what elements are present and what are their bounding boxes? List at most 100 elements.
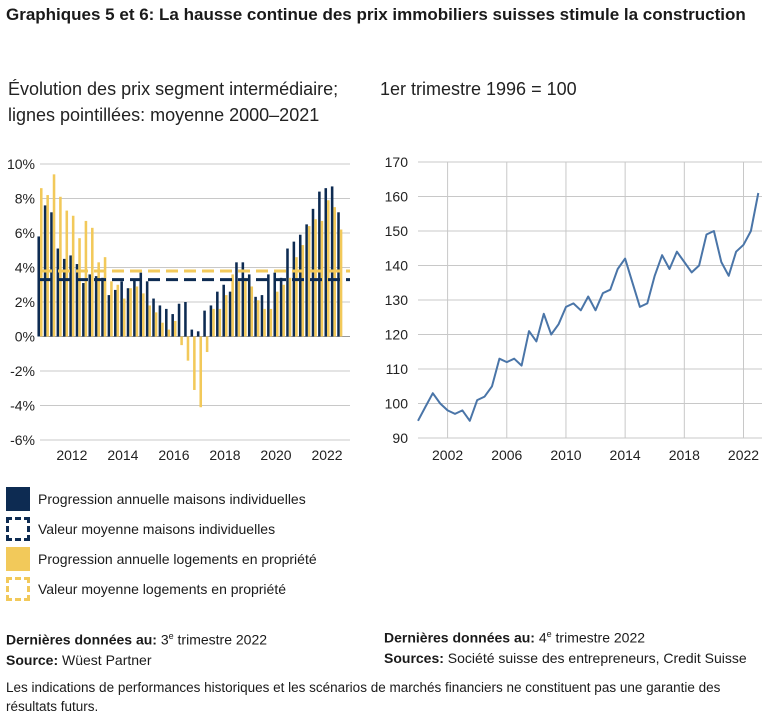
bar-apartments [269,308,273,337]
y-tick-label: 10% [7,156,35,172]
bar-apartments [116,284,120,337]
bar-houses [279,277,283,337]
left-source-heading: Source: [6,651,59,668]
bar-houses [37,236,40,337]
left-last-data-suffix: e [168,631,174,641]
bar-apartments [59,196,62,337]
x-tick-label: 2022 [728,447,759,463]
right-sources-text: Société suisse des entrepreneurs, Credit… [443,649,747,666]
x-tick-label: 2014 [610,447,641,463]
legend-label: Progression annuelle maisons individuell… [38,491,306,507]
right-last-data-line: Dernières données au: 4e trimestre 2022 [384,624,747,648]
bar-apartments [129,288,132,337]
bar-houses [216,291,219,337]
right-last-data-period: trimestre 2022 [551,629,646,646]
y-tick-label: 130 [385,292,409,308]
bar-houses [254,296,257,337]
bar-houses [101,277,104,337]
subtitle-left-line-2: lignes pointillées: moyenne 2000–2021 [8,105,320,125]
left-last-data-heading: Dernières données au: [6,631,157,648]
bar-houses [82,283,85,337]
y-tick-label: -4% [10,398,35,414]
y-tick-label: 150 [385,223,409,239]
bar-houses [209,305,213,337]
bar-houses [241,262,245,337]
x-tick-label: 2012 [56,447,87,463]
bar-houses [184,302,187,337]
bar-apartments [339,229,343,337]
swatch-apartments-average [6,577,30,601]
bar-apartments [276,291,279,337]
y-tick-label: 8% [15,191,35,207]
bar-houses [113,289,117,337]
bar-houses [139,272,143,337]
bar-apartments [212,308,215,337]
bar-houses [260,295,264,337]
bar-houses [126,288,130,337]
y-tick-label: -6% [10,432,35,448]
left-last-data-number: 3 [156,631,169,648]
bar-houses [158,305,162,337]
y-tick-label: 100 [385,396,409,412]
right-sources-heading: Sources: [384,649,444,666]
bar-houses [298,234,302,337]
bar-apartments [161,322,164,337]
bar-houses [324,188,328,337]
bar-houses [171,314,174,337]
bar-apartments [224,295,228,337]
bar-houses [133,279,136,337]
figure-title: Graphiques 5 et 6: La hausse continue de… [6,5,746,24]
bar-apartments [231,274,234,337]
y-tick-label: 110 [386,361,409,377]
disclaimer: Les indications de performances historiq… [6,680,721,714]
legend-item-apartments-average: Valeur moyenne logements en propriété [6,574,386,604]
y-tick-label: 140 [385,258,409,274]
right-sources-line: Sources: Société suisse des entrepreneur… [384,648,747,668]
legend-item-apartments-growth: Progression annuelle logements en propri… [6,544,386,574]
legend-label: Valeur moyenne maisons individuelles [38,521,276,537]
bar-apartments [282,284,285,337]
bar-apartments [71,215,75,337]
bar-houses [330,186,334,337]
bar-apartments [205,336,209,353]
line-chart: 170 160 150 140 130 120 110 100 90 2002 2006 2010 20… [385,154,762,463]
bar-houses [228,291,232,337]
bar-houses [318,191,321,337]
left-last-data-line: Dernières données au: 3e trimestre 2022 [6,626,267,650]
left-source-text: Wüest Partner [58,651,152,668]
left-source-note: Dernières données au: 3e trimestre 2022 … [6,626,267,670]
bar-apartments [110,281,113,337]
left-last-data-period: trimestre 2022 [173,631,268,648]
bar-houses [94,276,98,337]
x-tick-label: 2018 [669,447,700,463]
bar-apartments [65,210,69,337]
right-last-data-heading: Dernières données au: [384,629,535,646]
legend-label: Progression annuelle logements en propri… [38,551,317,567]
bar-apartments [244,277,247,337]
bar-apartments [154,312,158,337]
bar-apartments [46,195,49,337]
y-tick-label: 4% [15,260,35,276]
bar-apartments [301,245,305,337]
bar-houses [267,274,270,337]
bar-houses [203,310,206,337]
left-source-line: Source: Wüest Partner [6,650,267,670]
bar-apartments [122,298,126,337]
bar-apartments [327,200,330,337]
swatch-apartments-growth [6,547,30,571]
bar-apartments [148,305,151,337]
x-tick-label: 2014 [107,447,138,463]
y-tick-label: 120 [385,327,409,343]
price-index-line [417,192,760,422]
bar-houses [311,208,315,337]
subtitle-right: 1er trimestre 1996 = 100 [380,79,577,99]
bar-apartments [167,329,171,337]
legend: Progression annuelle maisons individuell… [6,484,386,604]
legend-label: Valeur moyenne logements en propriété [38,581,287,597]
right-last-data-suffix: e [546,629,552,639]
bar-apartments [193,336,196,390]
bar-houses [88,274,92,337]
bar-houses [50,212,53,337]
bar-apartments [135,286,139,337]
x-tick-label: 2016 [158,447,189,463]
